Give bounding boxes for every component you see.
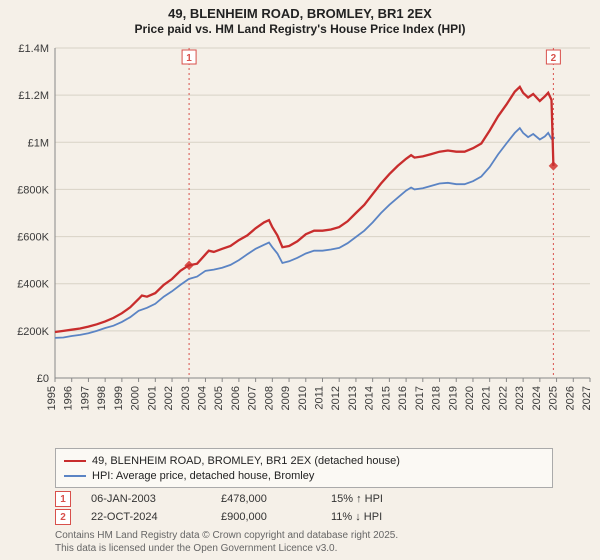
x-tick-label: 2022 — [497, 386, 509, 410]
y-tick-label: £1.2M — [18, 90, 49, 102]
event-row: 2 22-OCT-2024£900,00011% ↓ HPI — [55, 508, 555, 526]
events-table: 1 06-JAN-2003£478,00015% ↑ HPI 2 22-OCT-202… — [55, 490, 555, 526]
x-tick-label: 2007 — [247, 386, 259, 410]
x-tick-label: 2013 — [347, 386, 359, 410]
event-index-box: 1 — [55, 491, 71, 507]
x-tick-label: 2005 — [213, 386, 225, 410]
x-tick-label: 2019 — [447, 386, 459, 410]
y-tick-label: £400K — [17, 279, 49, 291]
x-tick-label: 1995 — [46, 386, 58, 410]
y-tick-label: £1M — [28, 137, 49, 149]
legend-label: HPI: Average price, detached house, Brom… — [92, 470, 314, 482]
x-tick-label: 2003 — [180, 386, 192, 410]
x-tick-label: 2016 — [397, 386, 409, 410]
chart-title-line2: Price paid vs. HM Land Registry's House … — [0, 21, 600, 36]
x-tick-label: 2024 — [531, 386, 543, 410]
x-tick-label: 2009 — [280, 386, 292, 410]
legend-item: HPI: Average price, detached house, Brom… — [64, 468, 544, 483]
footer-license: This data is licensed under the Open Gov… — [55, 543, 575, 556]
x-tick-label: 2004 — [196, 386, 208, 410]
chart-title-line1: 49, BLENHEIM ROAD, BROMLEY, BR1 2EX — [0, 0, 600, 21]
chart-legend: 49, BLENHEIM ROAD, BROMLEY, BR1 2EX (det… — [55, 448, 553, 488]
x-tick-label: 1996 — [63, 386, 75, 410]
line-chart-svg: £0 £200K £400K £600K £800K £1M £1.2M £1.4M 1995 1… — [0, 40, 600, 440]
legend-swatch — [64, 475, 86, 477]
y-tick-label: £0 — [37, 373, 49, 385]
x-tick-label: 1997 — [79, 386, 91, 410]
event-date: 22-OCT-2024 — [91, 511, 221, 523]
y-tick-label: £200K — [17, 326, 49, 338]
x-tick-label: 1998 — [96, 386, 108, 410]
x-tick-label: 2008 — [263, 386, 275, 410]
legend-label: 49, BLENHEIM ROAD, BROMLEY, BR1 2EX (det… — [92, 455, 400, 467]
x-tick-label: 2021 — [481, 386, 493, 410]
x-tick-label: 2012 — [330, 386, 342, 410]
x-tick-label: 2014 — [364, 386, 376, 410]
event-marker-label: 1 — [186, 53, 192, 64]
x-tick-label: 2006 — [230, 386, 242, 410]
legend-swatch — [64, 460, 86, 462]
x-tick-label: 1999 — [113, 386, 125, 410]
event-row: 1 06-JAN-2003£478,00015% ↑ HPI — [55, 490, 555, 508]
event-price: £478,000 — [221, 493, 331, 505]
event-hpi-delta: 15% ↑ HPI — [331, 493, 441, 505]
footer-copyright: Contains HM Land Registry data © Crown c… — [55, 530, 575, 543]
event-index-box: 2 — [55, 509, 71, 525]
y-tick-label: £600K — [17, 232, 49, 244]
chart-area: £0 £200K £400K £600K £800K £1M £1.2M £1.4M 1995 1… — [0, 40, 600, 440]
x-tick-label: 2017 — [414, 386, 426, 410]
x-tick-label: 2025 — [548, 386, 560, 410]
x-tick-label: 2002 — [163, 386, 175, 410]
y-tick-label: £800K — [17, 184, 49, 196]
x-tick-label: 2020 — [464, 386, 476, 410]
legend-item: 49, BLENHEIM ROAD, BROMLEY, BR1 2EX (det… — [64, 453, 544, 468]
x-tick-label: 2018 — [431, 386, 443, 410]
y-tick-label: £1.4M — [18, 43, 49, 55]
x-tick-label: 2011 — [314, 386, 326, 410]
x-tick-label: 2023 — [514, 386, 526, 410]
event-hpi-delta: 11% ↓ HPI — [331, 511, 441, 523]
x-tick-label: 2000 — [130, 386, 142, 410]
chart-footer: Contains HM Land Registry data © Crown c… — [55, 530, 575, 555]
event-date: 06-JAN-2003 — [91, 493, 221, 505]
event-marker-label: 2 — [551, 53, 557, 64]
chart-series — [55, 87, 553, 332]
x-tick-label: 2027 — [581, 386, 593, 410]
x-tick-label: 2010 — [297, 386, 309, 410]
x-tick-label: 2015 — [380, 386, 392, 410]
x-tick-label: 2001 — [146, 386, 158, 410]
event-price: £900,000 — [221, 511, 331, 523]
x-tick-label: 2026 — [564, 386, 576, 410]
